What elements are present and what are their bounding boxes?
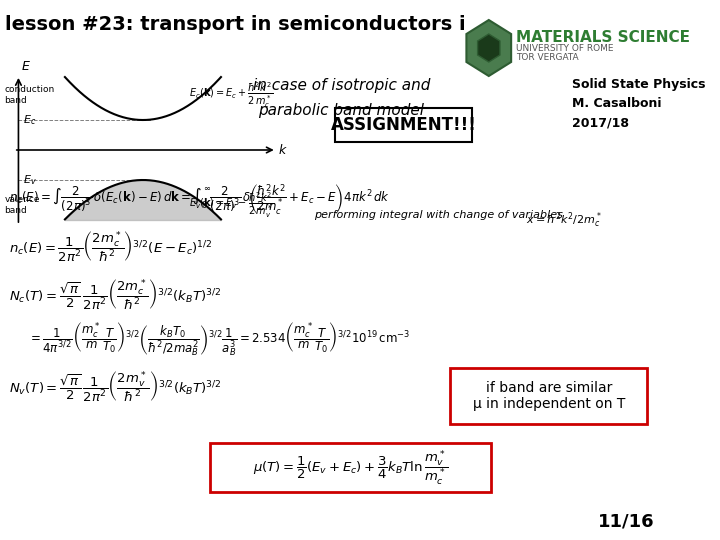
Text: $x = \hbar^2 k^2/2m_c^*$: $x = \hbar^2 k^2/2m_c^*$ [526,210,601,230]
Text: MATERIALS SCIENCE: MATERIALS SCIENCE [516,30,690,45]
Text: 11/16: 11/16 [598,512,654,530]
Text: valence
band: valence band [4,195,40,215]
Text: $= \dfrac{1}{4\pi^{3/2}}\left(\dfrac{m_c^*}{m}\dfrac{T}{T_0}\right)^{3/2}\left(\: $= \dfrac{1}{4\pi^{3/2}}\left(\dfrac{m_c… [27,320,410,358]
Text: TOR VERGATA: TOR VERGATA [516,53,579,62]
Text: ASSIGNMENT!!!: ASSIGNMENT!!! [330,116,477,134]
Text: $E_v(\mathbf{k})=E_v-\dfrac{\hbar^2 k^2}{2\,m_v^*}$: $E_v(\mathbf{k})=E_v-\dfrac{\hbar^2 k^2}… [189,190,274,220]
Text: conduction
band: conduction band [4,85,55,105]
Text: $N_v(T) = \dfrac{\sqrt{\pi}}{2}\,\dfrac{1}{2\pi^2}\left(\dfrac{2m_v^*}{\hbar^2}\: $N_v(T) = \dfrac{\sqrt{\pi}}{2}\,\dfrac{… [9,370,222,406]
Text: E: E [21,60,29,73]
Text: performing integral with change of variables: performing integral with change of varia… [313,210,562,220]
Text: $\mu(T) = \dfrac{1}{2}(E_v+E_c) + \dfrac{3}{4}k_B T\ln\dfrac{m_v^*}{m_c^*}$: $\mu(T) = \dfrac{1}{2}(E_v+E_c) + \dfrac… [253,449,448,488]
Text: $n_c(E) = \int \dfrac{2}{(2\pi)^3}\,\delta(E_c(\mathbf{k})-E)\,d\mathbf{k} = \in: $n_c(E) = \int \dfrac{2}{(2\pi)^3}\,\del… [9,182,390,217]
FancyBboxPatch shape [335,108,472,142]
FancyBboxPatch shape [450,368,647,424]
Text: lesson #23: transport in semiconductors i: lesson #23: transport in semiconductors … [4,15,465,34]
Text: $E_v$: $E_v$ [23,173,37,187]
Text: $E_c$: $E_c$ [23,113,36,127]
Text: $E_c(\mathbf{k})=E_c+\dfrac{\hbar^2 k^2}{2\,m_c^*}$: $E_c(\mathbf{k})=E_c+\dfrac{\hbar^2 k^2}… [189,80,274,110]
Text: $N_c(T) = \dfrac{\sqrt{\pi}}{2}\,\dfrac{1}{2\pi^2}\left(\dfrac{2m_c^*}{\hbar^2}\: $N_c(T) = \dfrac{\sqrt{\pi}}{2}\,\dfrac{… [9,278,222,313]
Text: if band are similar
μ in independent on T: if band are similar μ in independent on … [472,381,625,411]
Text: Solid State Physics
M. Casalboni
2017/18: Solid State Physics M. Casalboni 2017/18 [572,78,706,129]
FancyBboxPatch shape [210,443,490,492]
Text: in case of isotropic and
parabolic band model: in case of isotropic and parabolic band … [253,78,430,118]
Text: UNIVERSITY OF ROME: UNIVERSITY OF ROME [516,44,614,53]
Text: k: k [279,144,286,157]
Text: $n_c(E) = \dfrac{1}{2\pi^2}\left(\dfrac{2m_c^*}{\hbar^2}\right)^{3/2}(E-E_c)^{1/: $n_c(E) = \dfrac{1}{2\pi^2}\left(\dfrac{… [9,230,212,266]
